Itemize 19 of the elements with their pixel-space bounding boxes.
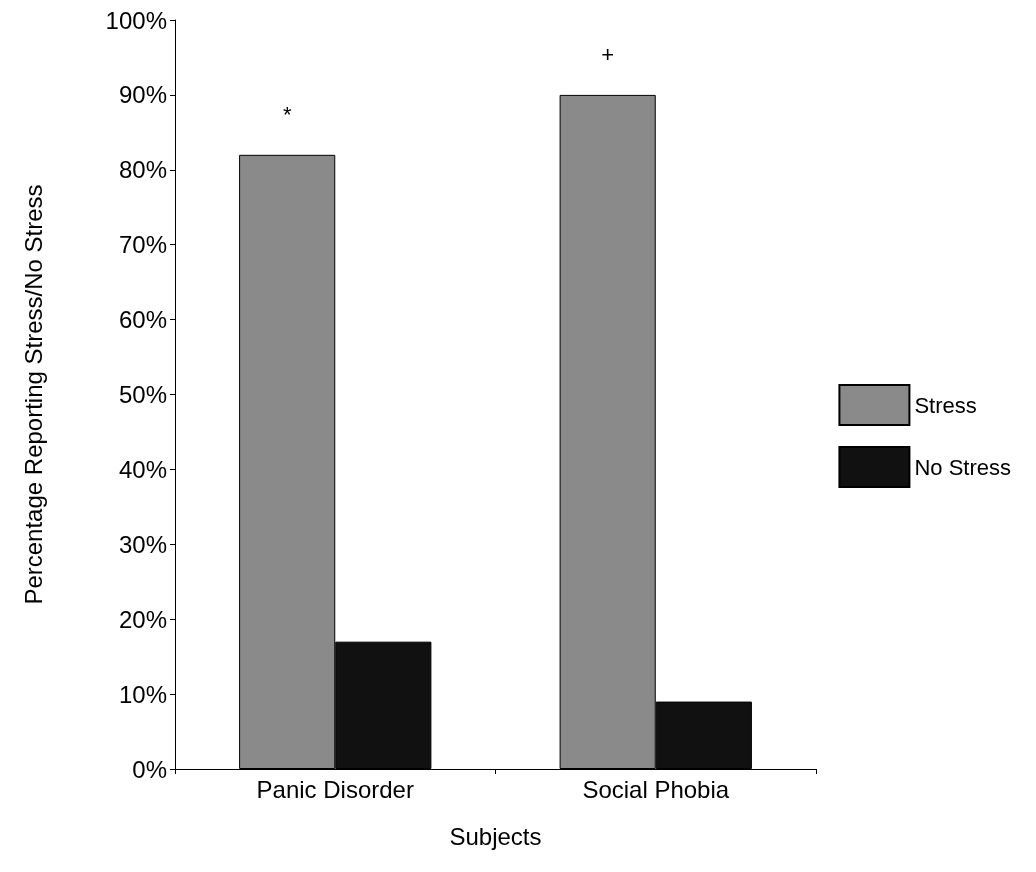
x-tick-label: Panic Disorder xyxy=(256,775,414,803)
y-tick-label: 20% xyxy=(118,605,167,633)
y-tick-label: 30% xyxy=(118,530,167,558)
y-tick-label: 10% xyxy=(118,680,167,708)
y-axis-title: Percentage Reporting Stress/No Stress xyxy=(19,184,47,605)
x-axis-title: Subjects xyxy=(449,822,542,850)
y-tick-label: 40% xyxy=(118,455,167,483)
y-tick-label: 60% xyxy=(118,306,167,334)
x-tick-label: Social Phobia xyxy=(582,775,730,803)
y-tick-label: 70% xyxy=(118,231,167,259)
y-tick-label: 0% xyxy=(132,755,167,783)
y-tick-label: 100% xyxy=(105,6,167,34)
annotation: * xyxy=(282,102,292,128)
annotation: + xyxy=(601,42,615,68)
y-tick-label: 50% xyxy=(118,381,167,408)
y-tick-label: 90% xyxy=(118,81,167,109)
y-tick-label: 80% xyxy=(118,156,167,184)
legend-label: Stress xyxy=(914,392,977,418)
legend-label: No Stress xyxy=(914,454,1012,480)
